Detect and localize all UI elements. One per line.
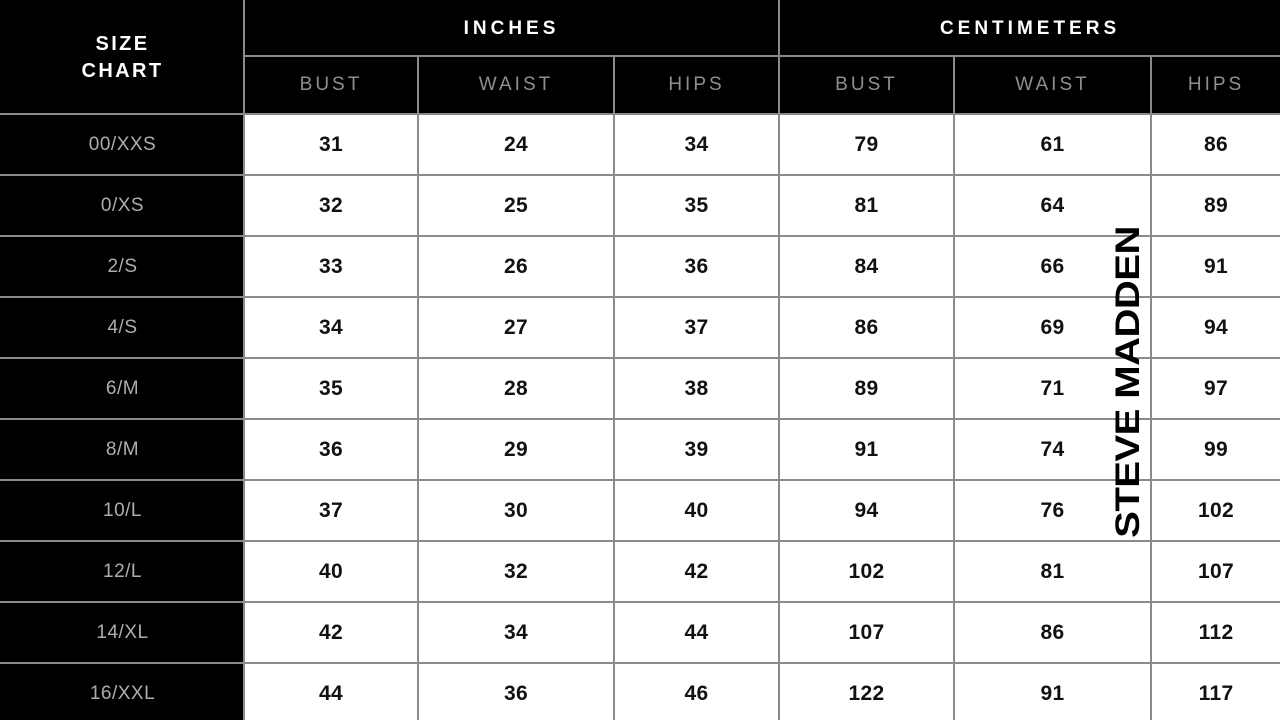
measurement-cell-bust-cm: 79 xyxy=(778,113,956,176)
measurement-cell-waist-inches: 27 xyxy=(417,296,615,359)
table-body: 00/XXS 31 24 34 79 61 86 0/XS 32 25 35 81 64 89 2/S 33 2… xyxy=(0,113,1280,720)
measurement-cell-hips-inches: 36 xyxy=(612,235,781,298)
size-label-cell: 4/S xyxy=(0,296,245,359)
measurement-cell-waist-inches: 29 xyxy=(417,418,615,481)
subheader-bust-inches: BUST xyxy=(243,55,419,115)
measurement-cell-waist-cm: 86 xyxy=(953,601,1153,664)
table-row: 8/M 36 29 39 91 74 99 xyxy=(0,418,1280,481)
measurement-cell-hips-cm: 97 xyxy=(1150,357,1280,420)
table-row: 0/XS 32 25 35 81 64 89 xyxy=(0,174,1280,237)
measurement-cell-hips-cm: 107 xyxy=(1150,540,1280,603)
measurement-cell-waist-inches: 26 xyxy=(417,235,615,298)
measurement-cell-waist-inches: 25 xyxy=(417,174,615,237)
measurement-cell-waist-inches: 24 xyxy=(417,113,615,176)
group-header-row: SIZE CHART INCHES CENTIMETERS xyxy=(0,0,1280,115)
subheader-hips-cm: HIPS xyxy=(1150,55,1280,115)
size-label-cell: 10/L xyxy=(0,479,245,542)
sub-header-row: BUST WAIST HIPS BUST WAIST HIPS xyxy=(1,55,1280,115)
measurement-cell-bust-inches: 34 xyxy=(243,296,419,359)
table-row: 6/M 35 28 38 89 71 97 xyxy=(0,357,1280,420)
table-row: 00/XXS 31 24 34 79 61 86 xyxy=(0,113,1280,176)
measurement-cell-bust-cm: 107 xyxy=(778,601,956,664)
measurement-cell-bust-cm: 91 xyxy=(778,418,956,481)
measurement-cell-hips-inches: 44 xyxy=(612,601,781,664)
measurement-cell-bust-cm: 81 xyxy=(778,174,956,237)
measurement-cell-bust-inches: 40 xyxy=(243,540,419,603)
measurement-cell-hips-inches: 35 xyxy=(612,174,781,237)
measurement-cell-hips-inches: 34 xyxy=(612,113,781,176)
measurement-cell-bust-cm: 89 xyxy=(778,357,956,420)
title-line-1: SIZE xyxy=(95,32,150,55)
measurement-cell-waist-cm: 69 xyxy=(953,296,1153,359)
table-row: 16/XXL 44 36 46 122 91 117 xyxy=(0,662,1280,720)
measurement-cell-waist-cm: 64 xyxy=(953,174,1153,237)
measurement-cell-hips-inches: 38 xyxy=(612,357,781,420)
measurement-cell-bust-inches: 31 xyxy=(243,113,419,176)
title-line-2: CHART xyxy=(81,59,164,82)
measurement-cell-waist-cm: 74 xyxy=(953,418,1153,481)
measurement-cell-waist-inches: 32 xyxy=(417,540,615,603)
measurement-cell-waist-inches: 36 xyxy=(417,662,615,720)
measurement-cell-bust-inches: 36 xyxy=(243,418,419,481)
subheader-bust-cm: BUST xyxy=(778,55,956,115)
group-header-inches: INCHES xyxy=(242,0,781,57)
subheader-hips-inches: HIPS xyxy=(612,55,781,115)
measurement-cell-waist-cm: 71 xyxy=(953,357,1153,420)
measurement-cell-waist-cm: 76 xyxy=(953,479,1153,542)
measurement-cell-hips-cm: 86 xyxy=(1150,113,1280,176)
table-header: SIZE CHART INCHES CENTIMETERS BUST WAIST… xyxy=(0,0,1280,115)
table-row: 10/L 37 30 40 94 76 102 xyxy=(0,479,1280,542)
measurement-cell-bust-inches: 32 xyxy=(243,174,419,237)
measurement-cell-bust-cm: 122 xyxy=(778,662,956,720)
measurement-cell-waist-cm: 91 xyxy=(953,662,1153,720)
measurement-cell-hips-cm: 102 xyxy=(1150,479,1280,542)
size-label-cell: 0/XS xyxy=(0,174,245,237)
group-header-centimeters: CENTIMETERS xyxy=(778,0,1280,57)
measurement-cell-bust-inches: 42 xyxy=(243,601,419,664)
measurement-cell-bust-inches: 33 xyxy=(243,235,419,298)
size-chart-title: SIZE CHART xyxy=(0,0,245,115)
measurement-cell-hips-inches: 37 xyxy=(612,296,781,359)
measurement-cell-bust-inches: 37 xyxy=(243,479,419,542)
size-label-cell: 14/XL xyxy=(0,601,245,664)
subheader-waist-inches: WAIST xyxy=(417,55,615,115)
measurement-cell-hips-inches: 42 xyxy=(612,540,781,603)
measurement-cell-waist-cm: 81 xyxy=(953,540,1153,603)
measurement-cell-waist-inches: 30 xyxy=(417,479,615,542)
measurement-cell-hips-cm: 117 xyxy=(1150,662,1280,720)
measurement-cell-hips-cm: 91 xyxy=(1150,235,1280,298)
size-label-cell: 16/XXL xyxy=(0,662,245,720)
measurement-cell-waist-inches: 34 xyxy=(417,601,615,664)
subheader-waist-cm: WAIST xyxy=(953,55,1153,115)
measurement-cell-hips-inches: 46 xyxy=(612,662,781,720)
size-label-cell: 2/S xyxy=(0,235,245,298)
table-row: 12/L 40 32 42 102 81 107 xyxy=(0,540,1280,603)
table-row: 14/XL 42 34 44 107 86 112 xyxy=(0,601,1280,664)
size-label-cell: 00/XXS xyxy=(0,113,245,176)
table-row: 4/S 34 27 37 86 69 94 xyxy=(0,296,1280,359)
measurement-cell-waist-cm: 66 xyxy=(953,235,1153,298)
measurement-cell-waist-cm: 61 xyxy=(953,113,1153,176)
measurement-cell-hips-cm: 112 xyxy=(1150,601,1280,664)
size-label-cell: 12/L xyxy=(0,540,245,603)
measurement-cell-bust-cm: 86 xyxy=(778,296,956,359)
measurement-cell-bust-inches: 44 xyxy=(243,662,419,720)
measurement-cell-bust-cm: 102 xyxy=(778,540,956,603)
measurement-cell-hips-inches: 40 xyxy=(612,479,781,542)
measurement-cell-bust-inches: 35 xyxy=(243,357,419,420)
table-row: 2/S 33 26 36 84 66 91 xyxy=(0,235,1280,298)
measurement-cell-hips-cm: 89 xyxy=(1150,174,1280,237)
measurement-cell-bust-cm: 94 xyxy=(778,479,956,542)
measurement-cell-bust-cm: 84 xyxy=(778,235,956,298)
size-label-cell: 8/M xyxy=(0,418,245,481)
size-label-cell: 6/M xyxy=(0,357,245,420)
measurement-cell-waist-inches: 28 xyxy=(417,357,615,420)
measurement-cell-hips-cm: 99 xyxy=(1150,418,1280,481)
measurement-cell-hips-cm: 94 xyxy=(1150,296,1280,359)
measurement-cell-hips-inches: 39 xyxy=(612,418,781,481)
